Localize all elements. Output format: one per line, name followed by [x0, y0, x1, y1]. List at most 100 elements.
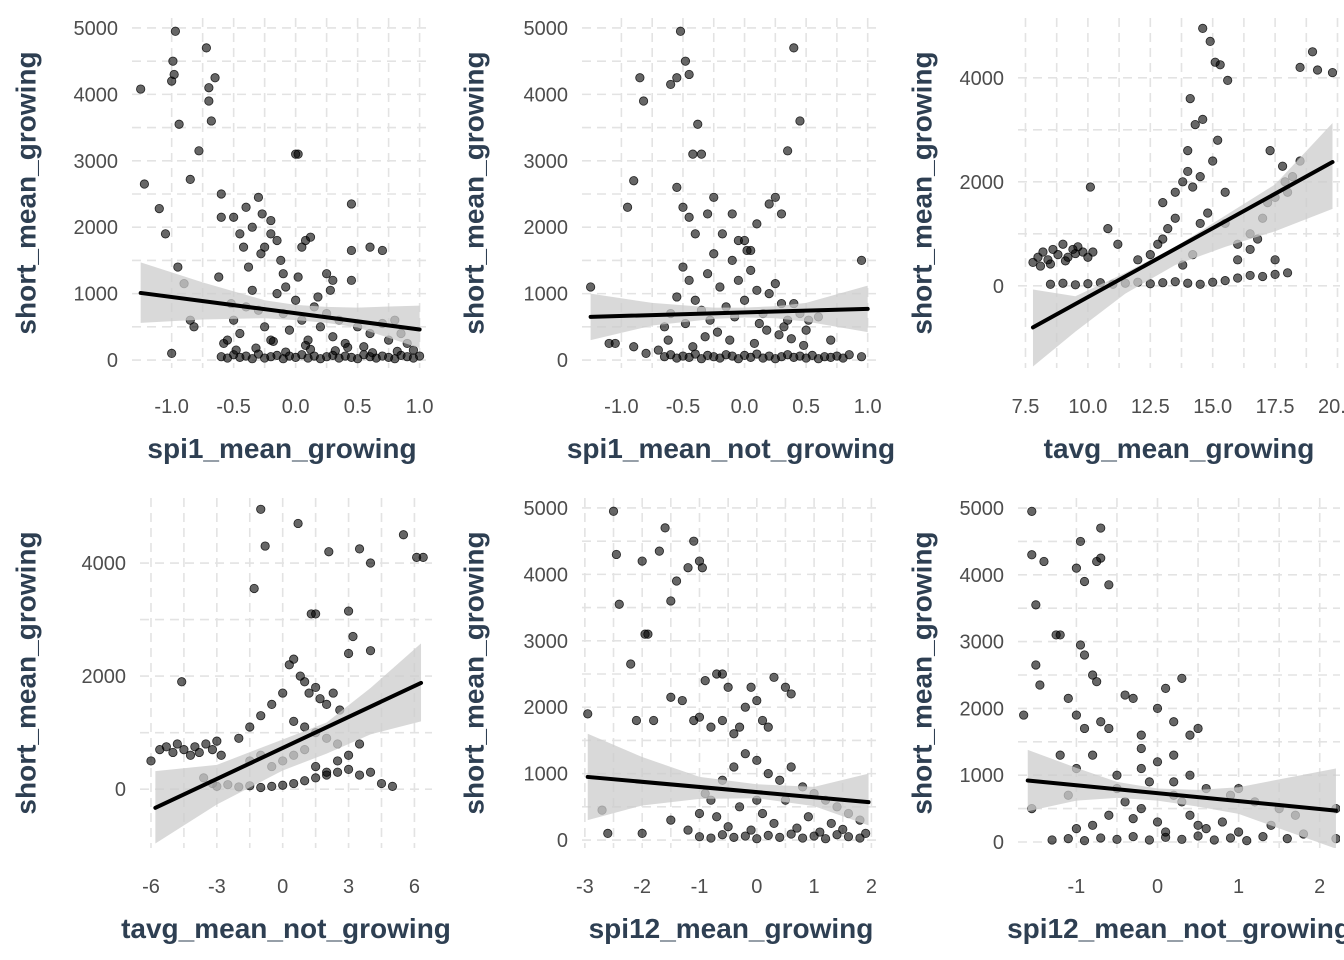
scatter-point	[1088, 820, 1098, 830]
scatter-point	[770, 192, 780, 202]
scatter-point	[1112, 770, 1122, 780]
scatter-point	[1170, 213, 1180, 223]
scatter-point	[663, 335, 673, 345]
scatter-point	[325, 285, 335, 295]
scatter-point	[677, 695, 687, 706]
scatter-point	[694, 712, 705, 722]
scatter-point	[717, 830, 728, 840]
scatter-point	[1096, 717, 1106, 727]
scatter-point	[343, 750, 354, 760]
scatter-point	[305, 232, 316, 242]
plot-area	[583, 506, 871, 844]
scatter-point	[343, 764, 354, 775]
scatter-point	[216, 750, 226, 760]
scatter-point	[1031, 600, 1041, 610]
scatter-point	[210, 73, 220, 83]
confidence-band	[1027, 749, 1336, 848]
scatter-point	[1096, 523, 1106, 533]
scatter-point	[1055, 630, 1065, 640]
scatter-point	[734, 722, 745, 732]
scatter-point	[638, 96, 649, 106]
scatter-point	[185, 174, 195, 184]
scatter-point	[700, 676, 710, 686]
x-tick-label: 0.5	[792, 396, 820, 418]
scatter-point	[266, 229, 276, 239]
scatter-point	[746, 265, 756, 275]
scatter-point	[1265, 146, 1275, 156]
scatter-point	[161, 742, 171, 752]
scatter-point	[266, 215, 276, 226]
scatter-point	[1075, 640, 1086, 650]
scatter-point	[763, 722, 773, 732]
scatter-point	[733, 275, 743, 285]
x-tick-label: 1	[809, 876, 820, 898]
scatter-point	[764, 289, 774, 299]
x-tick-label: 2	[866, 876, 877, 898]
x-tick-label: -6	[142, 876, 160, 898]
scatter-point	[293, 272, 303, 282]
x-tick-label: -3	[208, 876, 226, 898]
scatter-point	[354, 544, 365, 554]
scatter-point	[683, 825, 693, 835]
scatter-point	[311, 761, 321, 772]
scatter-point	[1045, 259, 1056, 269]
scatter-point	[723, 822, 733, 832]
scatter-point	[611, 549, 621, 560]
scatter-point	[637, 556, 647, 566]
scatter-point	[1185, 94, 1195, 104]
scatter-point	[1282, 268, 1293, 278]
y-axis-title: short_mean_growing	[10, 51, 41, 334]
scatter-point	[281, 282, 291, 292]
scatter-point	[795, 116, 805, 126]
scatter-point	[604, 338, 614, 349]
scatter-point	[1208, 156, 1218, 166]
scatter-point	[1079, 723, 1090, 734]
x-tick-label: 12.5	[1131, 396, 1170, 418]
plot-area	[1028, 23, 1338, 367]
scatter-point	[291, 295, 301, 305]
scatter-point	[792, 823, 802, 833]
scatter-point	[1085, 182, 1095, 192]
scatter-point	[629, 342, 639, 352]
scatter-point	[752, 834, 762, 844]
scatter-point	[1088, 750, 1098, 760]
scatter-point	[1058, 239, 1068, 249]
scatter-point	[683, 563, 693, 573]
scatter-point	[154, 204, 164, 214]
scatter-point	[168, 56, 178, 66]
scatter-point	[1083, 279, 1093, 289]
scatter-point	[174, 119, 184, 129]
scatter-point	[1079, 650, 1090, 660]
scatter-point	[247, 354, 257, 364]
scatter-point	[1047, 835, 1057, 845]
scatter-point	[688, 149, 698, 159]
scatter-point	[717, 229, 727, 239]
scatter-point	[415, 351, 425, 361]
scatter-point	[740, 749, 750, 759]
scatter-point	[729, 832, 739, 842]
scatter-point	[678, 202, 688, 212]
scatter-point	[1136, 803, 1146, 814]
scatter-point	[694, 832, 705, 842]
x-tick-label: -1.0	[154, 396, 188, 418]
scatter-point	[278, 269, 288, 279]
scatter-point	[185, 750, 196, 760]
scatter-point	[146, 756, 156, 766]
scatter-point	[779, 322, 789, 332]
scatter-point	[328, 275, 338, 285]
scatter-point	[1120, 690, 1130, 700]
x-tick-label: 20.0	[1318, 396, 1344, 418]
x-tick-label: -1	[1067, 876, 1085, 898]
scatter-point	[775, 775, 785, 785]
scatter-point	[315, 322, 326, 332]
scatter-point	[365, 242, 375, 252]
scatter-point	[293, 149, 303, 159]
scatter-point	[1027, 506, 1037, 516]
scatter-point	[260, 541, 270, 551]
scatter-point	[243, 262, 254, 272]
scatter-point	[838, 824, 848, 835]
x-tick-label: 0	[1152, 876, 1163, 898]
scatter-point	[1158, 278, 1168, 288]
scatter-point	[1183, 278, 1193, 288]
scatter-point	[256, 711, 266, 721]
